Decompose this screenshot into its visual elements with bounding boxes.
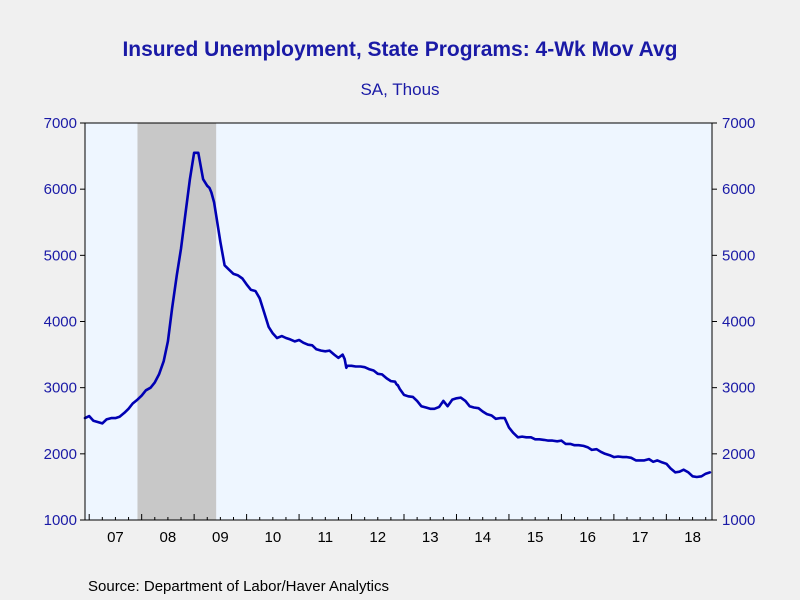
y-tick-label-right: 7000: [722, 115, 755, 132]
y-tick-label-left: 4000: [44, 314, 77, 331]
y-tick-label-left: 6000: [44, 181, 77, 198]
x-tick-label: 10: [264, 529, 281, 546]
x-tick-label: 13: [422, 529, 439, 546]
y-tick-label-right: 4000: [722, 314, 755, 331]
x-tick-label: 12: [369, 529, 386, 546]
y-tick-label-right: 5000: [722, 247, 755, 264]
x-tick-label: 08: [160, 529, 177, 546]
y-tick-label-right: 6000: [722, 181, 755, 198]
y-tick-label-left: 1000: [44, 512, 77, 529]
x-tick-label: 09: [212, 529, 229, 546]
x-tick-label: 16: [579, 529, 596, 546]
series-line-0: [83, 151, 712, 479]
source-note: Source: Department of Labor/Haver Analyt…: [88, 578, 389, 595]
x-tick-label: 07: [107, 529, 124, 546]
y-tick-label-left: 3000: [44, 380, 77, 397]
y-tick-label-right: 3000: [722, 380, 755, 397]
chart-subtitle: SA, Thous: [360, 80, 440, 99]
y-tick-label-left: 2000: [44, 446, 77, 463]
y-tick-label-right: 2000: [722, 446, 755, 463]
y-tick-label-left: 7000: [44, 115, 77, 132]
chart-title: Insured Unemployment, State Programs: 4-…: [122, 38, 678, 61]
y-tick-label-right: 1000: [722, 512, 755, 529]
y-tick-label-left: 5000: [44, 247, 77, 264]
recession-band: [137, 123, 217, 520]
x-tick-label: 11: [318, 529, 334, 546]
x-tick-label: 18: [684, 529, 701, 546]
x-tick-label: 15: [527, 529, 544, 546]
x-tick-label: 17: [632, 529, 649, 546]
x-tick-label: 14: [474, 529, 491, 546]
